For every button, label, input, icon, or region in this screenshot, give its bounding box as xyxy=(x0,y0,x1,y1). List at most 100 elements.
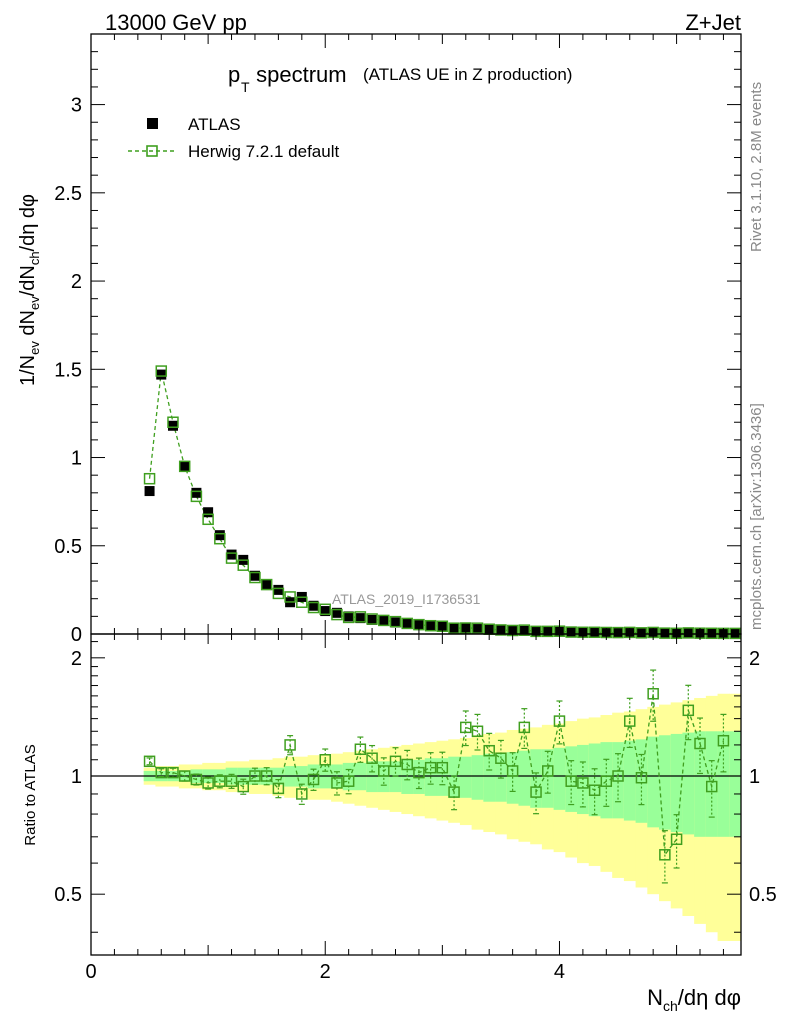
mc-data-point xyxy=(565,626,577,638)
atlas-data-point xyxy=(589,627,600,638)
ratio-data-point xyxy=(167,766,179,779)
atlas-data-point xyxy=(261,579,272,590)
ratio-y-tick-label-right: 1 xyxy=(749,766,760,788)
atlas-data-point xyxy=(156,369,167,380)
svg-text:Nch/dη dφ: Nch/dη dφ xyxy=(647,985,741,1014)
atlas-data-point xyxy=(472,624,483,635)
band-inner-bin xyxy=(459,756,473,798)
mc-data-point xyxy=(342,611,355,624)
ratio-data-point xyxy=(600,775,613,787)
atlas-data-point xyxy=(378,615,389,626)
ratio-y-axis-label: Ratio to ATLAS xyxy=(22,744,39,845)
plot-title-rest: spectrum xyxy=(250,62,347,87)
mcplots-label: mcplots.cern.ch [arXiv:1306.3436] xyxy=(748,403,765,630)
ratio-data-point xyxy=(670,833,683,846)
energy-label: 13000 GeV pp xyxy=(105,10,247,35)
mc-data-point xyxy=(366,613,378,625)
main-y-tick-label: 3 xyxy=(71,95,82,117)
ratio-data-point xyxy=(553,715,566,727)
mc-data-point xyxy=(260,578,273,591)
ratio-data-point xyxy=(214,775,226,787)
legend-mc-label: Herwig 7.2.1 default xyxy=(188,142,339,161)
mc-data-point xyxy=(202,513,214,526)
mc-data-point xyxy=(178,460,191,473)
x-tick-label: 4 xyxy=(554,961,565,983)
ratio-data-point xyxy=(717,734,730,747)
mc-data-point xyxy=(167,416,179,428)
atlas-data-point xyxy=(636,627,647,638)
mc-data-point xyxy=(225,552,238,564)
ratio-data-point xyxy=(366,752,378,764)
ratio-data-point xyxy=(506,765,519,777)
atlas-data-point xyxy=(519,625,530,636)
atlas-data-point xyxy=(226,549,237,560)
legend-atlas-marker xyxy=(147,118,158,129)
mc-data-point xyxy=(518,624,531,636)
atlas-data-point xyxy=(402,618,413,629)
ratio-data-point xyxy=(530,786,542,798)
atlas-data-point xyxy=(214,530,225,541)
atlas-data-point xyxy=(683,628,694,639)
ratio-y-tick-label: 1 xyxy=(71,766,82,788)
mc-data-point xyxy=(143,472,156,485)
ratio-data-point xyxy=(225,775,238,787)
atlas-data-point xyxy=(343,611,354,622)
mc-data-point xyxy=(659,627,671,639)
ratio-data-point xyxy=(460,721,472,734)
ratio-data-point xyxy=(413,766,425,779)
mc-data-point xyxy=(401,617,413,630)
ratio-data-point xyxy=(378,765,390,777)
atlas-data-point xyxy=(331,607,342,618)
x-axis-label: Nch/dη dφ xyxy=(647,985,741,1014)
ratio-data-point xyxy=(249,770,261,782)
ratio-data-point xyxy=(202,777,214,789)
ratio-data-point xyxy=(448,786,460,798)
ratio-data-point xyxy=(307,773,320,786)
band-inner-bin xyxy=(729,731,742,837)
mc-data-point xyxy=(389,615,402,628)
ratio-data-point xyxy=(296,788,308,800)
ratio-data-point xyxy=(495,752,507,764)
band-inner-bin xyxy=(389,761,402,793)
ratio-data-point xyxy=(342,775,355,787)
mc-data-point xyxy=(284,591,296,603)
ratio-y-tick-label: 2 xyxy=(71,648,82,670)
ratio-data-point xyxy=(483,744,495,757)
legend-atlas-label: ATLAS xyxy=(188,115,241,134)
ratio-data-point xyxy=(623,715,636,727)
x-tick-label: 0 xyxy=(85,961,96,983)
atlas-data-point xyxy=(566,626,577,637)
band-inner-bin xyxy=(717,731,730,837)
ratio-dashed-line xyxy=(149,693,725,857)
plot-title-paren: (ATLAS UE in Z production) xyxy=(363,65,572,84)
mc-data-point xyxy=(378,614,390,627)
band-inner-bin xyxy=(471,755,484,800)
atlas-data-point xyxy=(273,584,284,595)
main-y-tick-label: 0 xyxy=(71,624,82,646)
ratio-data-point xyxy=(588,784,601,796)
main-y-tick-label: 1.5 xyxy=(54,359,82,381)
mc-data-point xyxy=(471,622,484,634)
mc-data-point xyxy=(307,601,320,614)
legend-mc-marker xyxy=(146,145,158,157)
mc-data-point xyxy=(272,587,285,600)
main-y-tick-label: 0.5 xyxy=(54,536,82,558)
plot-title-p: p xyxy=(228,62,240,87)
atlas-data-point xyxy=(659,628,670,639)
main-y-tick-label: 2 xyxy=(71,271,82,293)
atlas-data-point xyxy=(179,461,190,472)
atlas-data-point xyxy=(249,570,260,581)
atlas-data-point xyxy=(320,606,331,617)
analysis-watermark: ATLAS_2019_I1736531 xyxy=(332,591,481,607)
atlas-data-point xyxy=(613,627,624,638)
ratio-data-point xyxy=(565,775,577,787)
ratio-data-point xyxy=(143,755,156,768)
mc-dashed-line xyxy=(148,370,736,635)
ratio-data-point xyxy=(319,754,331,766)
mc-data-point xyxy=(588,626,601,639)
ratio-data-point xyxy=(518,721,531,734)
band-inner-bin xyxy=(483,753,496,802)
mc-data-point xyxy=(495,624,507,636)
mc-data-point xyxy=(155,365,168,377)
mc-data-point xyxy=(542,625,554,638)
